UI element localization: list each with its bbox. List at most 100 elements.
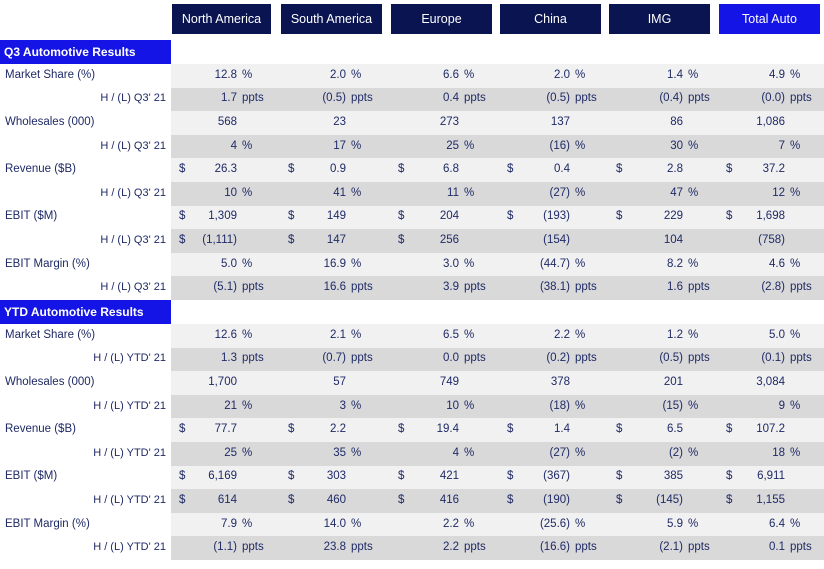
variance-label: H / (L) YTD' 21 <box>93 446 166 459</box>
value-cell: (16)% <box>500 138 586 154</box>
unit-label: % <box>242 68 253 81</box>
currency-symbol: $ <box>507 494 514 506</box>
metric-label: EBIT ($M) <box>5 470 58 483</box>
value-cell: $ (145) <box>609 492 683 508</box>
unit-label: % <box>688 446 699 459</box>
value: (0.2) <box>546 352 570 365</box>
value: (25.6) <box>539 517 570 530</box>
variance-row <box>171 442 824 466</box>
value-cell: 3% <box>281 398 362 414</box>
value: 3,084 <box>756 376 785 388</box>
currency-symbol: $ <box>179 163 186 176</box>
unit-label: % <box>351 328 362 341</box>
value: (193) <box>543 210 570 223</box>
unit-label: % <box>688 186 699 199</box>
unit-label: % <box>351 257 362 270</box>
value-cell: 2.2% <box>391 516 474 532</box>
value: 26.3 <box>214 163 237 176</box>
metric-label: Market Share (%) <box>5 68 96 81</box>
value: 256 <box>439 234 459 246</box>
value-cell: 378 <box>500 374 570 390</box>
value-cell: $0.9 <box>281 161 346 177</box>
currency-symbol: $ <box>507 470 514 483</box>
value-cell: 23 <box>281 114 346 130</box>
metric-row <box>171 371 824 395</box>
value-cell: (0.2) ppts <box>500 350 596 366</box>
value-cell: 16.6 ppts <box>281 279 373 295</box>
variance-label: H / (L) Q3' 21 <box>100 139 166 152</box>
value: (0.0) <box>761 92 785 105</box>
value: (145) <box>656 494 683 506</box>
value: 1.4 <box>667 68 683 81</box>
value: 1.2 <box>667 328 683 341</box>
value-cell: $107.2 <box>719 421 785 437</box>
value: 6.8 <box>443 163 459 176</box>
value: 21 <box>224 399 237 412</box>
unit-label: ppts <box>464 541 486 554</box>
value: 37.2 <box>762 163 785 176</box>
metric-label: EBIT Margin (%) <box>5 257 90 270</box>
variance-label: H / (L) YTD' 21 <box>93 399 166 412</box>
value: (758) <box>758 234 785 246</box>
unit-label: % <box>688 517 699 530</box>
variance-label: H / (L) Q3' 21 <box>100 92 166 105</box>
metric-row <box>171 205 824 230</box>
value: 12.6 <box>214 328 237 341</box>
value-cell: (25.6)% <box>500 516 585 532</box>
value: 23.8 <box>323 541 346 554</box>
value: 229 <box>663 210 683 223</box>
value: 147 <box>326 234 346 246</box>
variance-label: H / (L) Q3' 21 <box>100 281 166 294</box>
value: 1,700 <box>208 376 237 388</box>
value: 104 <box>663 234 683 246</box>
value: 0.0 <box>443 352 459 365</box>
value: 2.0 <box>554 68 570 81</box>
value: (44.7) <box>539 257 570 270</box>
unit-label: ppts <box>351 352 373 365</box>
value-cell: $1,309 <box>172 208 237 224</box>
value-cell: 21% <box>172 398 252 414</box>
value: 201 <box>663 376 683 388</box>
value: 1.6 <box>667 281 683 294</box>
currency-symbol: $ <box>726 210 733 223</box>
value-cell: (758) <box>719 232 785 248</box>
value-cell: (27)% <box>500 445 586 461</box>
value-cell: 1,700 <box>172 374 237 390</box>
column-header-south-america: South America <box>281 4 382 34</box>
value: (16.6) <box>539 541 570 554</box>
value: (2.8) <box>761 281 785 294</box>
value: 4 <box>230 139 237 152</box>
value: 6,911 <box>757 470 785 483</box>
currency-symbol: $ <box>616 210 623 223</box>
value: (15) <box>662 399 683 412</box>
currency-symbol: $ <box>507 163 514 176</box>
value-cell: $421 <box>391 468 459 484</box>
value-cell: 5.0% <box>172 256 252 272</box>
metric-row <box>171 324 824 348</box>
value-cell: 12.8% <box>172 67 253 83</box>
value: 3.9 <box>443 281 459 294</box>
value-cell: (44.7)% <box>500 256 585 272</box>
value: 1,309 <box>208 210 237 223</box>
value: 1.3 <box>221 352 237 365</box>
value: 5.0 <box>769 328 785 341</box>
value-cell: 1.4% <box>609 67 698 83</box>
value: 47 <box>670 186 683 199</box>
value-cell: 47% <box>609 185 698 201</box>
value: 1,698 <box>756 210 785 223</box>
currency-symbol: $ <box>726 470 733 483</box>
metric-row <box>171 158 824 182</box>
value: 3.0 <box>443 257 459 270</box>
value-cell: 0.4 ppts <box>391 90 486 106</box>
unit-label: % <box>242 139 253 152</box>
value-cell: 10% <box>172 185 252 201</box>
value-cell: 6.4% <box>719 516 800 532</box>
value: (0.5) <box>322 92 346 105</box>
metric-label: EBIT Margin (%) <box>5 517 90 530</box>
value-cell: $1,155 <box>719 492 785 508</box>
value-cell: 2.0% <box>500 67 585 83</box>
unit-label: % <box>575 68 586 81</box>
unit-label: % <box>790 399 801 412</box>
value: (18) <box>549 399 570 412</box>
value-cell: 1,086 <box>719 114 785 130</box>
